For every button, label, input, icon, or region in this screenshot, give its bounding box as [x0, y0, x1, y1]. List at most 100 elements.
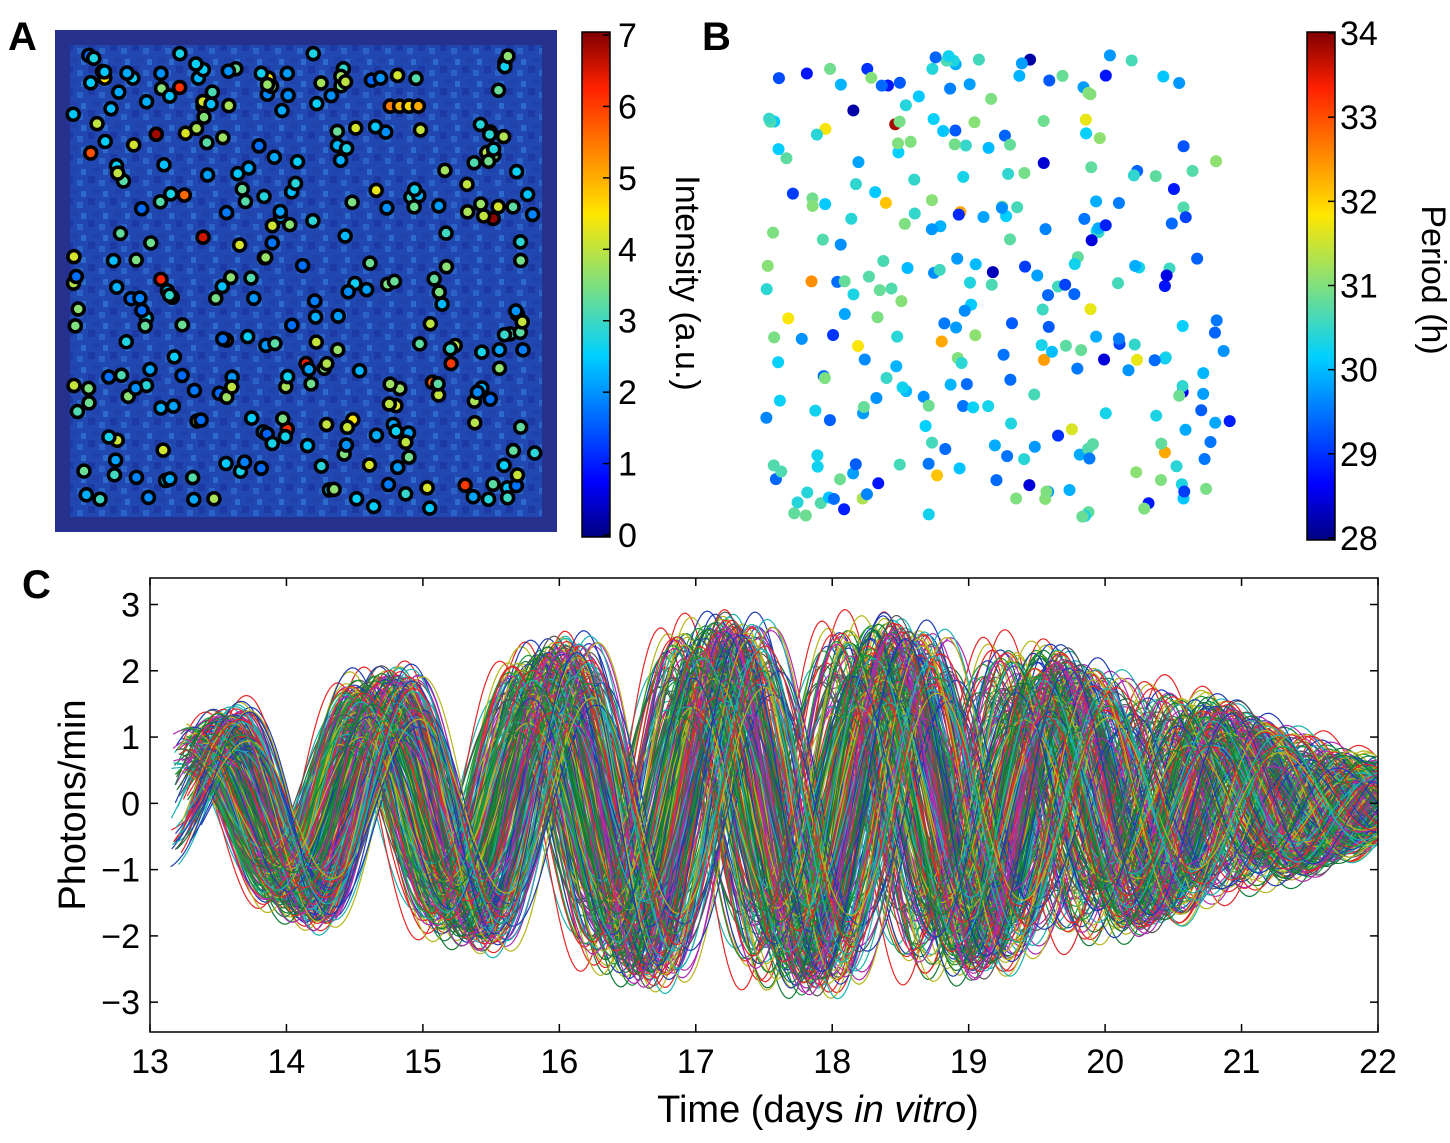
cell-marker	[92, 491, 108, 508]
cell-point	[1035, 339, 1048, 352]
cell-marker	[495, 128, 512, 145]
cell-marker	[186, 491, 202, 508]
x-axis-label-em: in vitro	[854, 1089, 966, 1131]
cell-marker	[239, 328, 256, 345]
cell-marker	[203, 96, 219, 112]
cell-marker	[69, 403, 86, 420]
cell-point	[1195, 404, 1208, 417]
cell-point	[1112, 197, 1125, 210]
cell-point	[1155, 437, 1168, 450]
cell-marker	[101, 369, 117, 385]
cell-marker	[208, 290, 224, 307]
cell-marker	[388, 423, 404, 440]
cell-marker	[329, 123, 346, 140]
cell-point	[799, 509, 812, 522]
trace-line	[170, 634, 1378, 973]
cell-marker	[243, 410, 260, 426]
cell-marker	[171, 79, 188, 96]
cell-point	[891, 330, 904, 343]
cell-marker	[438, 258, 455, 275]
cell-marker	[386, 273, 403, 290]
cell-point	[761, 259, 774, 272]
cell-point	[838, 503, 851, 516]
x-tick-label: 13	[131, 1043, 169, 1081]
trace-line	[182, 649, 1377, 959]
cell-point	[982, 141, 995, 154]
cell-marker	[332, 152, 349, 169]
cell-point	[950, 321, 963, 334]
cell-point	[834, 473, 847, 486]
cell-marker	[397, 486, 414, 502]
cell-point	[1083, 452, 1096, 465]
cell-marker	[134, 302, 150, 319]
colorbar-b: 28 29 30 31 32 33 34 Period (h)	[1306, 15, 1450, 558]
cell-marker	[368, 182, 384, 199]
x-tick-label: 20	[1086, 1043, 1124, 1081]
cell-marker	[195, 229, 211, 245]
cell-marker	[323, 87, 339, 104]
cell-point	[852, 156, 865, 169]
cell-point	[944, 378, 957, 391]
cell-point	[1157, 70, 1170, 83]
cell-point	[929, 51, 942, 64]
cell-point	[772, 72, 785, 85]
cell-point	[1018, 453, 1031, 466]
cell-marker	[111, 84, 127, 100]
colorbar-b-tick-label: 31	[1340, 268, 1378, 306]
cell-point	[1210, 314, 1223, 327]
cell-point	[768, 331, 781, 344]
cell-marker	[434, 296, 450, 312]
y-axis-label: Photons/min	[52, 699, 94, 910]
cell-marker	[508, 163, 525, 180]
cell-marker	[500, 48, 516, 64]
cell-marker	[177, 125, 194, 141]
cell-point	[1042, 289, 1055, 302]
cell-point	[893, 76, 906, 89]
cell-marker	[419, 480, 435, 496]
cell-point	[862, 270, 875, 283]
cell-marker	[368, 427, 385, 443]
cell-point	[942, 50, 955, 63]
cell-point	[985, 278, 998, 291]
cell-marker	[438, 225, 454, 241]
cell-point	[1130, 466, 1143, 479]
cell-marker	[347, 120, 364, 136]
cell-point	[935, 335, 948, 348]
panel-label-c: C	[22, 563, 51, 607]
cell-marker	[215, 129, 231, 146]
cell-marker	[161, 88, 178, 104]
cell-point	[788, 507, 801, 520]
cell-marker	[176, 187, 193, 203]
cell-marker	[193, 412, 209, 428]
cell-point	[1178, 485, 1191, 498]
cell-point	[1103, 49, 1116, 62]
cell-marker	[128, 252, 144, 268]
cell-marker	[257, 249, 274, 266]
cell-marker	[398, 434, 414, 450]
cell-point	[925, 223, 938, 236]
cell-point	[917, 390, 930, 403]
cell-marker	[466, 155, 482, 171]
colorbar-a-ticks: 0 1 2 3 4 5 6 7	[603, 17, 637, 555]
x-tick-label: 16	[540, 1043, 578, 1081]
cell-marker	[140, 489, 157, 506]
cell-point	[968, 116, 981, 129]
cell-marker	[459, 204, 476, 220]
cell-marker	[308, 95, 325, 112]
cell-marker	[340, 283, 356, 300]
cell-marker	[220, 63, 237, 79]
cell-point	[1080, 127, 1093, 140]
cell-point	[1076, 510, 1089, 523]
cell-point	[1005, 317, 1018, 330]
cell-point	[1013, 69, 1026, 82]
cell-marker	[481, 126, 498, 143]
cell-marker	[382, 376, 398, 392]
cell-marker	[348, 491, 365, 507]
cell-marker	[231, 237, 248, 253]
cell-point	[845, 212, 858, 225]
cell-point	[772, 143, 785, 156]
y-tick-label: 2	[121, 653, 140, 691]
cell-point	[872, 477, 885, 490]
cell-marker	[329, 342, 346, 358]
cell-point	[908, 207, 921, 220]
